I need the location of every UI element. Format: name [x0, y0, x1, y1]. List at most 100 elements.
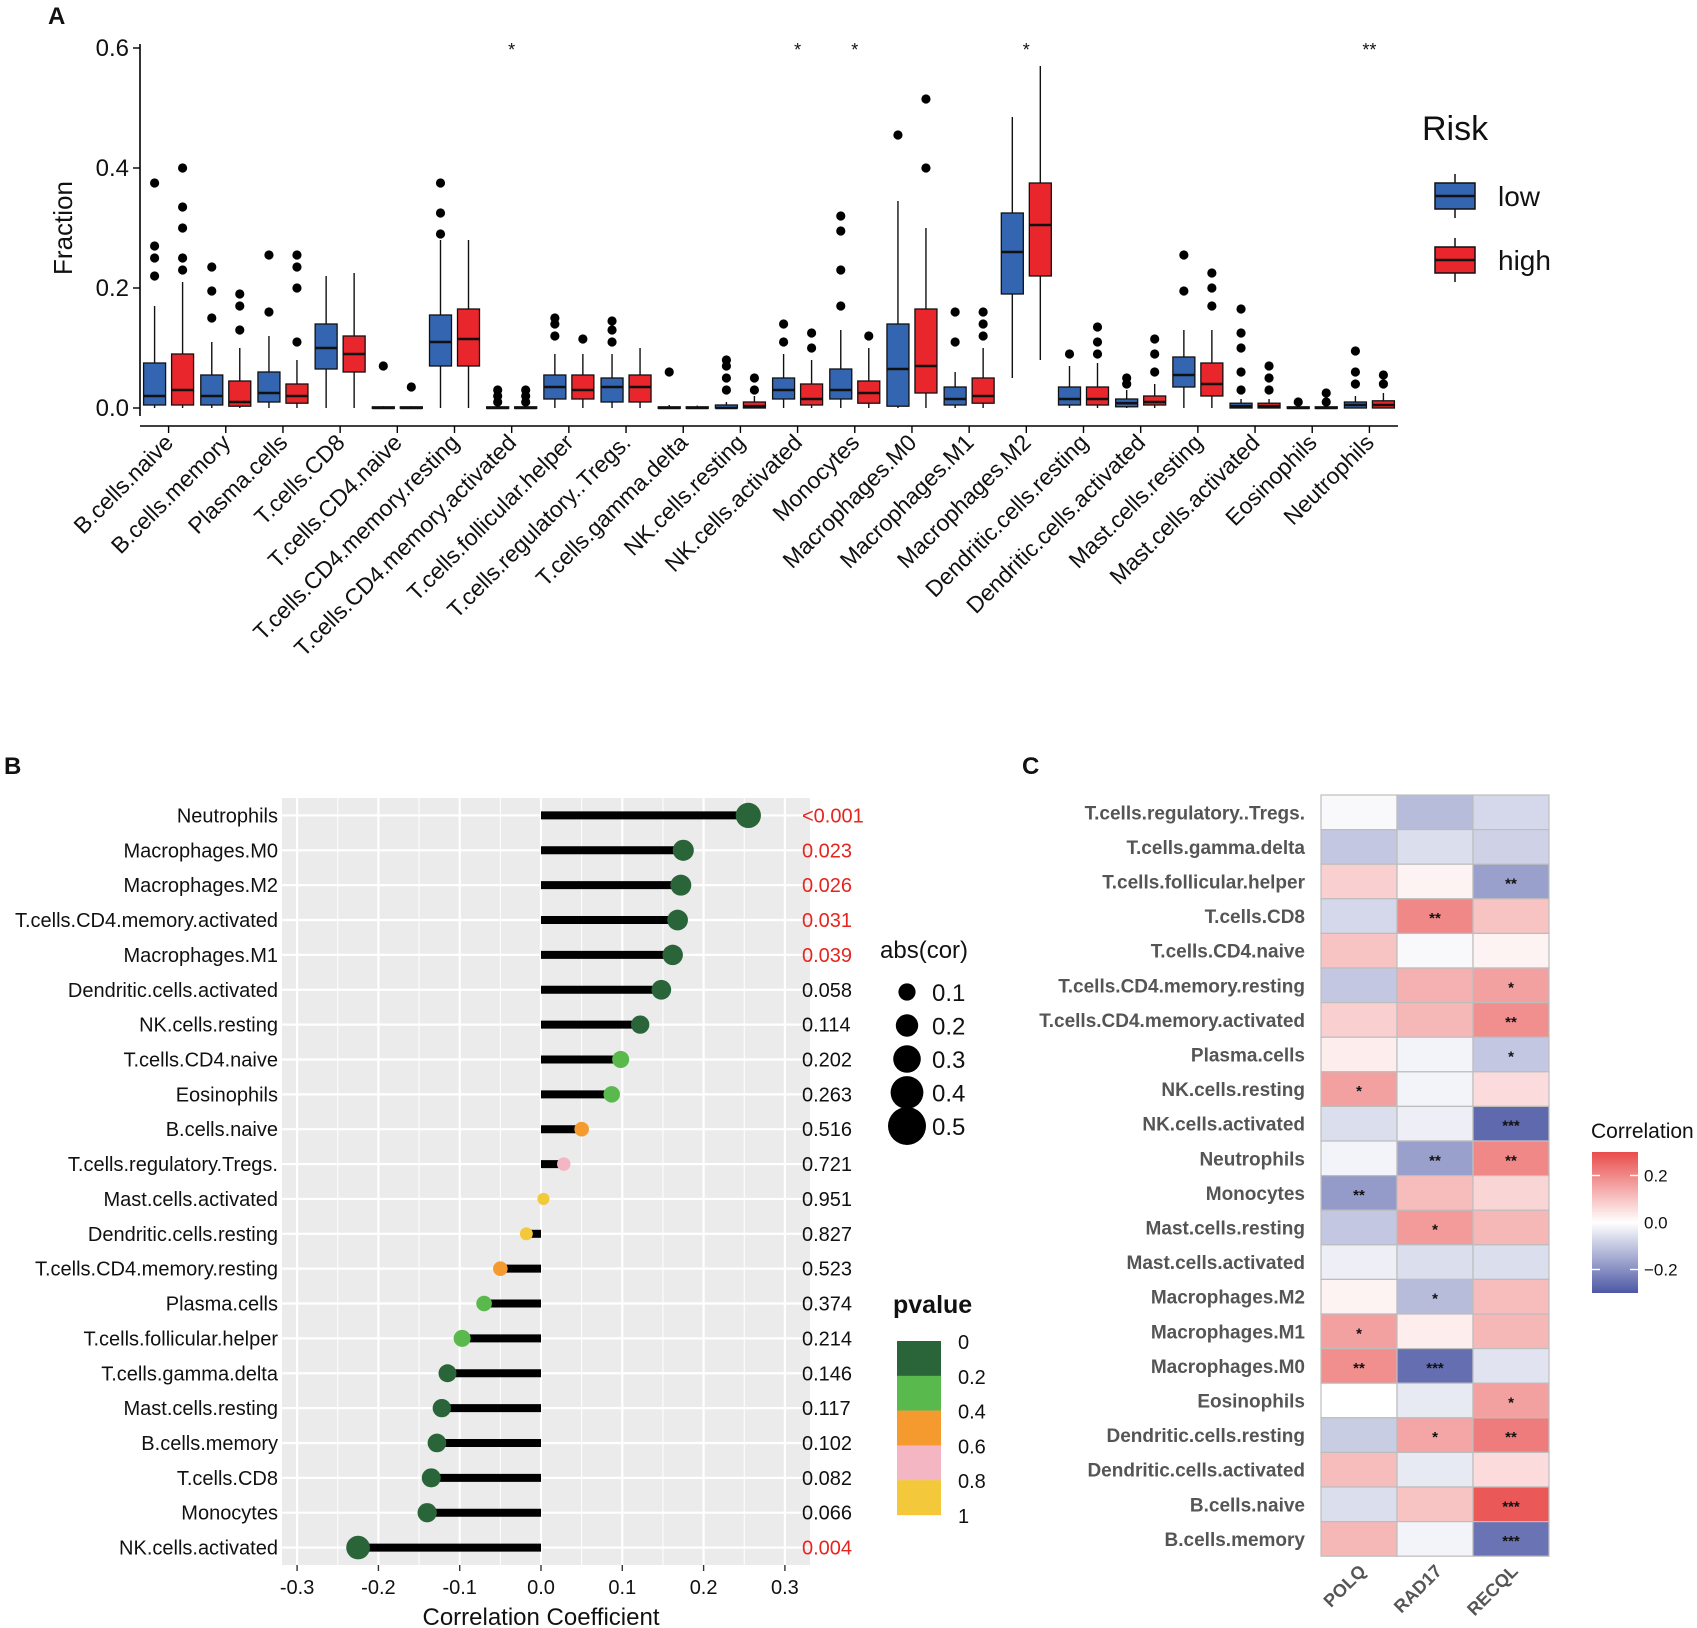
- row-label: T.cells.gamma.delta: [101, 1363, 279, 1385]
- box-high: [971, 377, 995, 404]
- outlier-point-high: [1207, 268, 1217, 278]
- outlier-point-low: [778, 319, 789, 329]
- heatmap-cell: [1396, 967, 1474, 1004]
- y-tick-label: 0.0: [96, 395, 129, 422]
- outlier-point-high: [1092, 349, 1103, 359]
- heatmap-star: *: [1508, 1049, 1514, 1066]
- lollipop-point: [537, 1192, 550, 1206]
- p-value-label: 0.058: [802, 980, 852, 1002]
- heatmap-star: **: [1353, 1360, 1365, 1377]
- box-low: [1172, 356, 1196, 388]
- p-value-label: 0.202: [802, 1049, 852, 1071]
- outlier-point-low: [607, 316, 617, 326]
- outlier-point-low: [721, 385, 732, 395]
- outlier-point-high: [749, 385, 760, 395]
- outlier-point-low: [607, 325, 617, 335]
- lollipop-point: [574, 1121, 589, 1137]
- heatmap-star: *: [1356, 1325, 1362, 1342]
- outlier-point-low: [950, 337, 960, 347]
- row-label: T.cells.CD4.naive: [123, 1049, 278, 1071]
- heatmap-column-label: RECQL: [1463, 1561, 1522, 1620]
- outlier-point-high: [578, 334, 588, 344]
- heatmap-star: **: [1505, 1014, 1517, 1031]
- outlier-point-high: [1378, 370, 1389, 380]
- outlier-point-low: [493, 385, 503, 395]
- box-low: [1057, 386, 1082, 406]
- heatmap-cell: [1320, 794, 1398, 831]
- row-label: Neutrophils: [177, 805, 278, 827]
- x-tick-label: 0.1: [608, 1577, 636, 1599]
- heatmap-cell: [1320, 828, 1398, 865]
- size-legend-dot: [890, 1076, 924, 1109]
- outlier-point-high: [1150, 349, 1160, 359]
- box-low: [1000, 212, 1024, 295]
- x-tick-label: 0.3: [771, 1577, 799, 1599]
- significance-marker: *: [508, 40, 515, 60]
- heatmap-cell: [1472, 1244, 1550, 1281]
- heatmap-cell: [1396, 1001, 1474, 1038]
- heatmap-star: **: [1505, 1429, 1517, 1446]
- box-low: [943, 386, 967, 406]
- panel-label-b: B: [4, 753, 21, 780]
- p-value-label: <0.001: [802, 805, 864, 827]
- outlier-point-low: [1236, 304, 1246, 314]
- heatmap-star: ***: [1502, 1498, 1520, 1515]
- row-label: Plasma.cells: [166, 1294, 278, 1316]
- heatmap-cell: [1320, 1486, 1398, 1523]
- heatmap-row-label: Monocytes: [1206, 1184, 1305, 1205]
- outlier-point-low: [435, 178, 446, 188]
- outlier-point-low: [836, 265, 846, 275]
- outlier-point-low: [149, 253, 160, 263]
- box-low: [428, 314, 453, 367]
- heatmap-row-label: Mast.cells.resting: [1146, 1219, 1305, 1240]
- heatmap-star: **: [1353, 1187, 1365, 1204]
- pvalue-legend-swatch: [897, 1480, 941, 1516]
- lollipop-point: [519, 1227, 533, 1241]
- row-label: T.cells.follicular.helper: [83, 1328, 278, 1350]
- heatmap-cell: [1472, 1417, 1550, 1454]
- outlier-point-low: [149, 178, 160, 188]
- outlier-point-high: [177, 163, 188, 173]
- heatmap-row-label: B.cells.naive: [1190, 1495, 1305, 1516]
- lollipop-point: [438, 1364, 457, 1383]
- heatmap-cell: [1320, 1520, 1398, 1557]
- p-value-label: 0.117: [802, 1398, 851, 1420]
- outlier-point-low: [893, 130, 903, 140]
- heatmap-cell: [1396, 794, 1474, 831]
- row-label: Dendritic.cells.activated: [68, 980, 278, 1002]
- outlier-point-high: [978, 331, 988, 341]
- pvalue-legend-label: 0.4: [958, 1402, 986, 1424]
- colorbar-tick-label: 0.2: [1644, 1167, 1668, 1186]
- box-high: [285, 383, 309, 404]
- panel-c-heatmap: T.cells.regulatory..Tregs. T.cells.gamma.…: [1039, 794, 1694, 1620]
- outlier-point-low: [1179, 250, 1189, 260]
- heatmap-cell: [1472, 1486, 1550, 1523]
- significance-marker: *: [794, 40, 801, 60]
- p-value-label: 0.082: [802, 1468, 852, 1490]
- heatmap-cell: [1320, 1140, 1398, 1177]
- heatmap-star: *: [1508, 1395, 1514, 1412]
- outlier-point-low: [1122, 373, 1132, 383]
- p-value-label: 0.146: [802, 1363, 852, 1385]
- heatmap-column-label: POLQ: [1320, 1561, 1370, 1611]
- heatmap-cell: [1320, 1347, 1398, 1384]
- outlier-point-high: [235, 289, 245, 299]
- significance-marker: **: [1362, 40, 1376, 60]
- size-legend-dot: [888, 1107, 926, 1145]
- outlier-point-high: [978, 307, 988, 317]
- outlier-point-high: [749, 373, 760, 383]
- heatmap-cell: [1396, 1451, 1474, 1488]
- heatmap-star: *: [1356, 1083, 1362, 1100]
- size-legend-label: 0.3: [932, 1047, 965, 1074]
- outlier-point-low: [1350, 367, 1361, 377]
- x-tick-label: -0.3: [280, 1577, 314, 1599]
- outlier-point-low: [207, 262, 217, 272]
- pvalue-legend-swatch: [897, 1410, 941, 1446]
- heatmap-cell: [1320, 1105, 1398, 1142]
- heatmap-cell: [1396, 1347, 1474, 1384]
- heatmap-cell: [1396, 1382, 1474, 1419]
- pvalue-legend-title: pvalue: [893, 1291, 972, 1319]
- outlier-point-high: [235, 325, 245, 335]
- p-value-label: 0.102: [802, 1433, 852, 1455]
